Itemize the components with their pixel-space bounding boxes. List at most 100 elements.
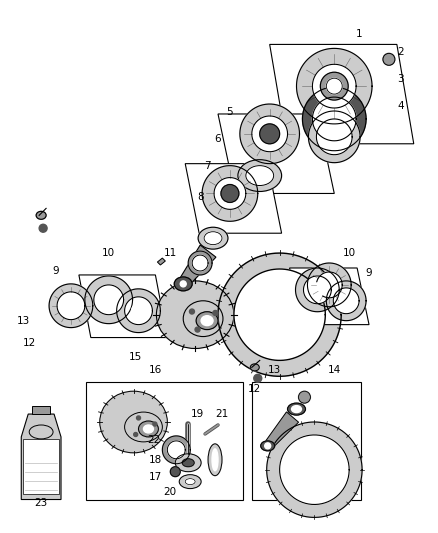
Text: 5: 5 [226, 107, 233, 117]
Polygon shape [124, 297, 152, 325]
Circle shape [170, 467, 180, 477]
Text: 9: 9 [366, 268, 372, 278]
Polygon shape [188, 251, 212, 275]
Circle shape [195, 327, 200, 332]
Text: 1: 1 [356, 29, 362, 39]
Polygon shape [252, 116, 288, 152]
Text: 8: 8 [197, 192, 203, 203]
Ellipse shape [250, 364, 259, 371]
Ellipse shape [144, 425, 153, 433]
Polygon shape [266, 412, 299, 447]
Polygon shape [316, 272, 342, 298]
Polygon shape [267, 422, 362, 518]
Polygon shape [279, 435, 349, 504]
Polygon shape [21, 414, 61, 499]
Circle shape [260, 124, 279, 144]
Polygon shape [218, 114, 334, 193]
Circle shape [134, 432, 138, 437]
Bar [23, 439, 59, 494]
Text: 12: 12 [248, 384, 261, 394]
Polygon shape [297, 49, 372, 124]
Ellipse shape [100, 391, 167, 453]
Polygon shape [214, 177, 246, 209]
Circle shape [101, 292, 117, 308]
Polygon shape [192, 255, 208, 271]
Polygon shape [157, 258, 165, 265]
Polygon shape [180, 245, 216, 285]
Polygon shape [167, 441, 185, 459]
Circle shape [153, 422, 157, 426]
Text: 23: 23 [35, 498, 48, 508]
Text: 18: 18 [149, 455, 162, 465]
Ellipse shape [201, 316, 213, 326]
Polygon shape [296, 268, 339, 312]
Text: 21: 21 [215, 409, 229, 419]
Ellipse shape [238, 160, 282, 191]
Bar [32, 406, 50, 414]
Bar [86, 382, 243, 499]
Polygon shape [240, 104, 300, 164]
Polygon shape [333, 288, 359, 314]
Text: 17: 17 [149, 472, 162, 482]
Text: 6: 6 [215, 134, 221, 144]
Bar [252, 382, 361, 499]
Polygon shape [117, 289, 160, 333]
Text: 20: 20 [164, 487, 177, 497]
Polygon shape [162, 436, 190, 464]
Ellipse shape [36, 212, 46, 219]
Ellipse shape [182, 459, 194, 467]
Text: 12: 12 [23, 337, 36, 348]
Circle shape [320, 72, 348, 100]
Polygon shape [304, 276, 331, 304]
Text: 16: 16 [149, 365, 162, 375]
Ellipse shape [124, 412, 162, 442]
Circle shape [190, 309, 194, 314]
Circle shape [265, 443, 271, 449]
Polygon shape [326, 281, 366, 321]
Text: 10: 10 [102, 248, 115, 258]
Ellipse shape [292, 406, 301, 413]
Polygon shape [85, 276, 133, 324]
Polygon shape [202, 166, 258, 221]
Text: 7: 7 [204, 160, 210, 171]
Ellipse shape [246, 166, 274, 185]
Circle shape [213, 310, 218, 316]
Polygon shape [290, 268, 369, 325]
Ellipse shape [212, 449, 218, 471]
Text: 2: 2 [398, 47, 404, 58]
Circle shape [180, 281, 186, 287]
Ellipse shape [174, 277, 192, 291]
Polygon shape [270, 44, 414, 144]
Circle shape [221, 184, 239, 203]
Ellipse shape [138, 421, 159, 437]
Ellipse shape [198, 227, 228, 249]
Circle shape [326, 78, 342, 94]
Polygon shape [308, 111, 360, 163]
Circle shape [383, 53, 395, 65]
Polygon shape [79, 275, 167, 337]
Ellipse shape [175, 454, 201, 472]
Polygon shape [312, 64, 356, 108]
Text: 15: 15 [129, 352, 142, 362]
Text: 4: 4 [398, 101, 404, 111]
Circle shape [311, 283, 324, 297]
Ellipse shape [288, 403, 305, 415]
Circle shape [298, 391, 311, 403]
Text: 14: 14 [328, 365, 341, 375]
Circle shape [137, 416, 141, 420]
Ellipse shape [179, 475, 201, 489]
Polygon shape [49, 284, 93, 328]
Text: 13: 13 [17, 316, 30, 326]
Polygon shape [234, 269, 325, 360]
Text: 9: 9 [53, 266, 60, 276]
Text: 10: 10 [343, 248, 356, 258]
Circle shape [39, 224, 47, 232]
Ellipse shape [208, 444, 222, 475]
Text: 19: 19 [191, 409, 204, 419]
Ellipse shape [204, 232, 222, 245]
Ellipse shape [196, 312, 218, 329]
Circle shape [131, 304, 145, 318]
Polygon shape [303, 87, 366, 151]
Text: 22: 22 [147, 435, 160, 445]
Polygon shape [316, 119, 352, 155]
